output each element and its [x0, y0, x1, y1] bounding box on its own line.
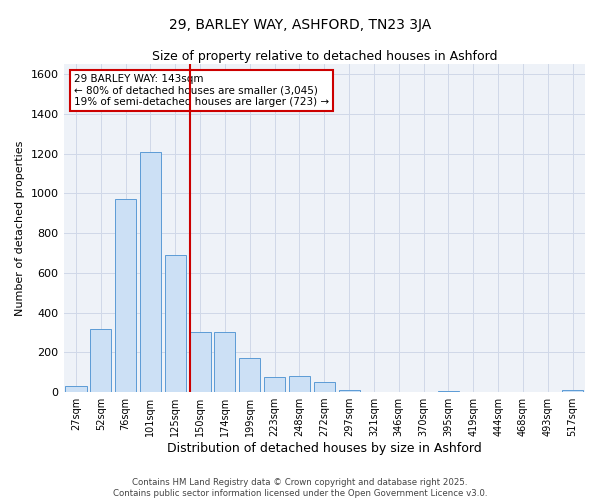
Bar: [65, 386, 86, 392]
Y-axis label: Number of detached properties: Number of detached properties: [15, 140, 25, 316]
Bar: [214, 332, 235, 392]
Bar: [562, 390, 583, 392]
Bar: [165, 255, 186, 392]
Bar: [90, 330, 112, 392]
Bar: [264, 377, 285, 392]
Text: 29 BARLEY WAY: 143sqm
← 80% of detached houses are smaller (3,045)
19% of semi-d: 29 BARLEY WAY: 143sqm ← 80% of detached …: [74, 74, 329, 107]
Bar: [289, 376, 310, 392]
Bar: [314, 382, 335, 392]
Bar: [140, 152, 161, 392]
Bar: [239, 358, 260, 392]
Bar: [190, 332, 211, 392]
Bar: [115, 200, 136, 392]
Title: Size of property relative to detached houses in Ashford: Size of property relative to detached ho…: [152, 50, 497, 63]
Text: Contains HM Land Registry data © Crown copyright and database right 2025.
Contai: Contains HM Land Registry data © Crown c…: [113, 478, 487, 498]
Bar: [438, 391, 459, 392]
Bar: [338, 390, 359, 392]
X-axis label: Distribution of detached houses by size in Ashford: Distribution of detached houses by size …: [167, 442, 482, 455]
Text: 29, BARLEY WAY, ASHFORD, TN23 3JA: 29, BARLEY WAY, ASHFORD, TN23 3JA: [169, 18, 431, 32]
